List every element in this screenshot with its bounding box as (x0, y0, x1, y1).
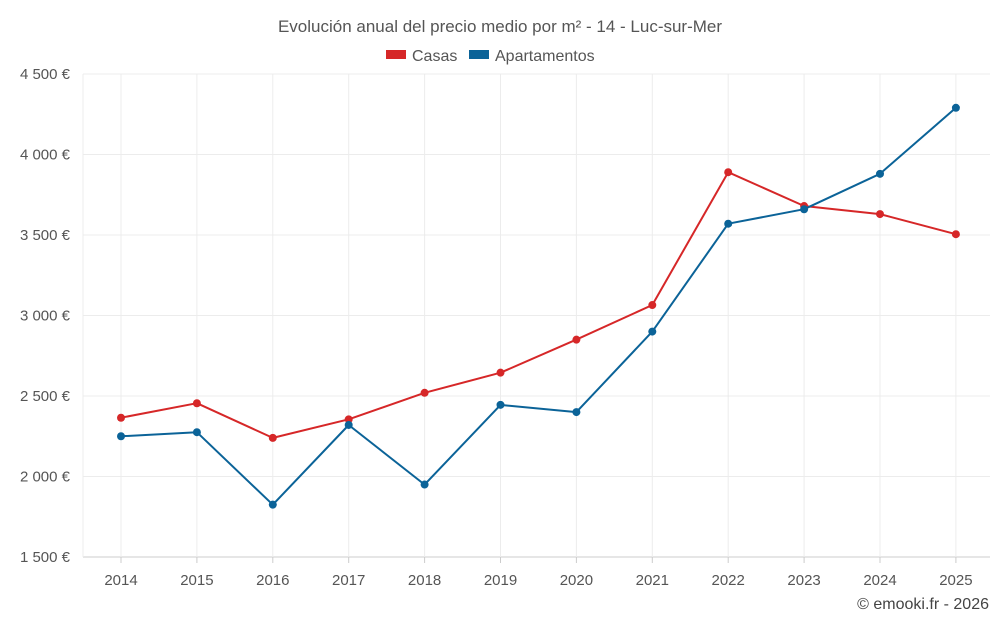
data-point-casas (876, 210, 884, 219)
data-point-apartamentos (496, 400, 505, 409)
x-tick-label: 2025 (939, 572, 972, 589)
data-point-casas (420, 388, 429, 397)
x-tick-label: 2018 (408, 572, 441, 589)
legend-label-casas: Casas (412, 48, 457, 65)
x-tick-label: 2015 (180, 572, 213, 589)
legend-swatch-apartamentos (469, 50, 489, 59)
data-point-casas (344, 415, 353, 424)
data-point-apartamentos (344, 420, 353, 429)
data-point-apartamentos (268, 500, 277, 509)
x-axis-ticks: 2014 2015 2016 2017 2018 2019 2020 2021 2022 2023… (104, 557, 973, 589)
data-point-apartamentos (572, 408, 581, 417)
y-tick-label: 2 500 € (20, 388, 71, 405)
x-tick-label: 2016 (256, 572, 289, 589)
data-point-casas (268, 433, 277, 442)
data-point-apartamentos (951, 103, 960, 112)
legend-swatch-casas (386, 50, 406, 59)
data-point-apartamentos (192, 428, 201, 437)
series-layer (117, 103, 960, 509)
data-point-casas (724, 168, 733, 177)
credit-text: © emooki.fr - 2026 (857, 596, 989, 613)
data-point-casas (117, 413, 125, 422)
x-tick-label: 2021 (636, 572, 669, 589)
data-point-casas (951, 230, 960, 239)
x-tick-label: 2024 (863, 572, 896, 589)
x-tick-label: 2017 (332, 572, 365, 589)
data-point-casas (192, 399, 201, 408)
y-tick-label: 1 500 € (20, 549, 71, 566)
data-point-apartamentos (648, 327, 657, 336)
chart-title: Evolución anual del precio medio por m² … (278, 17, 722, 36)
data-point-casas (496, 368, 505, 377)
legend-label-apartamentos: Apartamentos (495, 48, 595, 65)
legend: Casas Apartamentos (386, 48, 595, 65)
data-point-apartamentos (724, 219, 733, 228)
data-point-apartamentos (420, 480, 429, 489)
y-tick-label: 2 000 € (20, 469, 71, 486)
data-point-casas (648, 301, 657, 310)
series-line-casas (120, 171, 957, 439)
y-axis-ticks: 1 500 € 2 000 € 2 500 € 3 000 € 3 500 € 4 000… (20, 66, 71, 566)
grid (82, 73, 990, 558)
y-tick-label: 4 500 € (20, 66, 71, 83)
data-point-apartamentos (117, 432, 125, 441)
x-tick-label: 2020 (560, 572, 593, 589)
data-point-apartamentos (876, 169, 884, 178)
series-line-apartamentos (120, 107, 957, 506)
data-point-casas (572, 335, 581, 344)
y-tick-label: 3 000 € (20, 308, 71, 325)
y-tick-label: 3 500 € (20, 227, 71, 244)
y-tick-label: 4 000 € (20, 147, 71, 164)
x-tick-label: 2022 (712, 572, 745, 589)
data-point-apartamentos (800, 205, 809, 214)
x-tick-label: 2014 (104, 572, 137, 589)
x-tick-label: 2019 (484, 572, 517, 589)
x-tick-label: 2023 (787, 572, 820, 589)
